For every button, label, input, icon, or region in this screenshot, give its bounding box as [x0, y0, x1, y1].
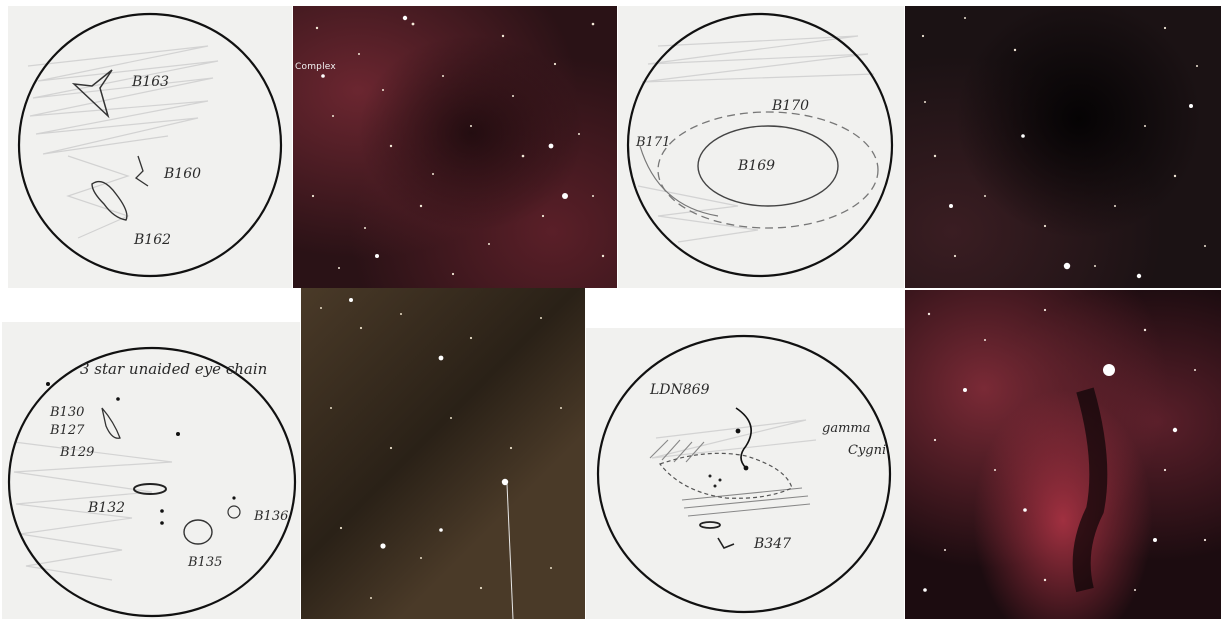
sketch-panel-gamma-cygni: LDN869 gamma Cygni B347	[586, 328, 904, 619]
nebula-hatching	[649, 439, 811, 517]
label-b169: B169	[737, 158, 775, 174]
star-field	[923, 308, 1207, 593]
b163-outline	[71, 69, 113, 119]
pointer-arrow	[735, 407, 752, 469]
sketch-panel-b160: B163 B160 B162	[8, 6, 292, 288]
b170-outline	[657, 111, 879, 229]
b132-outline	[133, 483, 167, 495]
star-field	[311, 15, 605, 276]
ldn869-outline	[659, 452, 793, 499]
label-b136: B136	[253, 509, 288, 524]
photo-panel-4	[905, 290, 1221, 619]
label-b162: B162	[133, 232, 171, 248]
label-ldn869: LDN869	[649, 382, 710, 398]
b162-outline	[91, 180, 128, 221]
label-b129: B129	[59, 445, 94, 460]
label-b170: B170	[771, 98, 809, 114]
eyepiece-sketch: LDN869 gamma Cygni B347	[596, 334, 892, 614]
photo-panel-2	[905, 6, 1221, 288]
b135-outline	[183, 519, 213, 545]
b160-mark	[134, 155, 149, 187]
b127-outline	[101, 407, 121, 439]
diffraction-spike	[506, 483, 514, 619]
label-b135: B135	[187, 555, 222, 570]
label-b127: B127	[49, 423, 85, 438]
label-b160: B160	[163, 166, 201, 182]
sketch-panel-b169: B170 B171 B169	[618, 6, 904, 288]
field-of-view-circle	[7, 346, 297, 618]
photo-panel-3	[301, 288, 585, 619]
eyepiece-sketch: B170 B171 B169	[626, 12, 894, 278]
sketch-panel-b132: 3 star unaided eye chain B130 B127 B129 …	[2, 322, 300, 619]
b171-outline	[639, 145, 719, 217]
b347-outline	[699, 521, 721, 529]
b136-outline	[227, 505, 241, 519]
field-of-view-circle	[17, 12, 283, 278]
eyepiece-sketch: 3 star unaided eye chain B130 B127 B129 …	[7, 346, 297, 618]
label-b163: B163	[131, 74, 169, 90]
label-b171: B171	[635, 135, 670, 150]
dark-lane	[1072, 387, 1108, 593]
label-cygni: Cygni	[848, 443, 886, 458]
label-note: 3 star unaided eye chain	[80, 360, 267, 378]
label-b132: B132	[87, 500, 125, 516]
label-b347: B347	[753, 536, 791, 552]
b169-outline	[697, 125, 839, 207]
star-field	[921, 17, 1206, 279]
gamma-cygni-star	[1103, 364, 1115, 376]
star-field	[320, 298, 562, 619]
label-gamma: gamma	[822, 421, 870, 436]
eyepiece-sketch: B163 B160 B162	[17, 12, 283, 278]
photo-panel-1: Complex	[293, 6, 617, 288]
photo-caption: Complex	[295, 62, 336, 72]
field-of-view-circle	[596, 334, 892, 614]
label-b130: B130	[49, 405, 84, 420]
field-of-view-circle	[626, 12, 894, 278]
